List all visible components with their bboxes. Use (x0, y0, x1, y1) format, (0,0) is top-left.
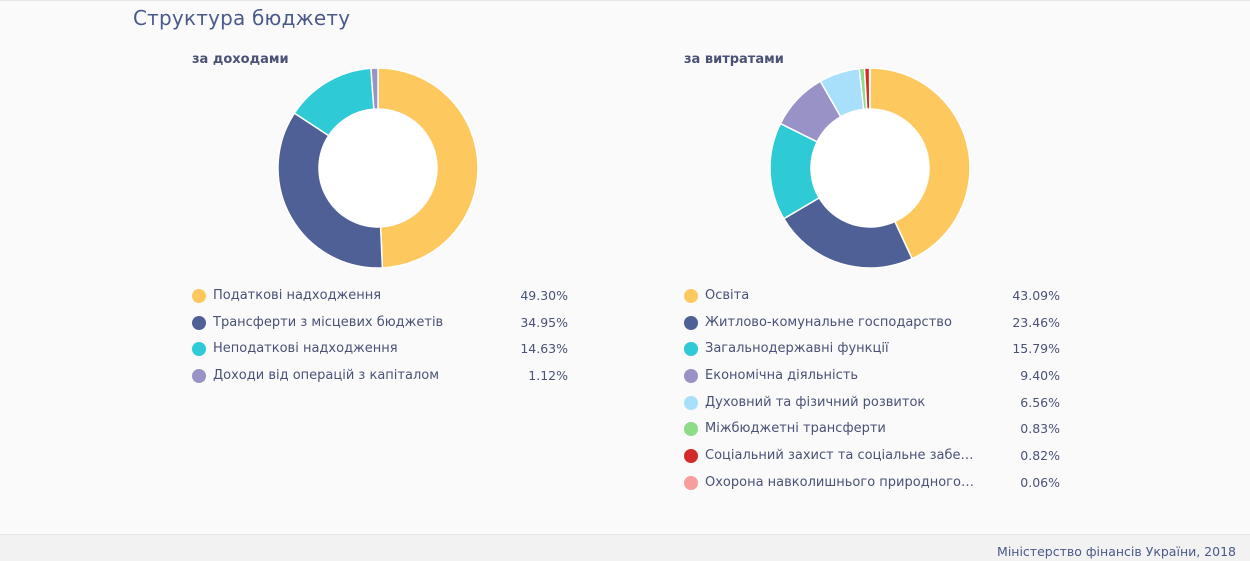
income-legend-color-marker (192, 342, 206, 357)
expense-legend-value: 0.83% (1020, 421, 1060, 437)
expense-legend-label: Духовний та фізичний розвиток (705, 394, 926, 410)
income-legend-label: Трансферти з місцевих бюджетів (213, 314, 444, 330)
expense-legend-color-marker (684, 395, 698, 410)
expense-legend-label: Соціальний захист та соціальне забезпе..… (705, 448, 975, 464)
expense-legend-label: Економічна діяльність (705, 368, 859, 384)
income-slice-2[interactable] (278, 112, 384, 268)
expense-legend-label: Міжбюджетні трансферти (705, 421, 886, 437)
expense-legend-color-marker (684, 289, 698, 303)
expense-legend-item[interactable]: Охорона навколишнього природного с... 0.0… (684, 475, 1060, 502)
expense-slice-1[interactable] (869, 68, 970, 260)
expense-legend: Освіта 43.09% Житлово-комунальне господарс… (684, 288, 1060, 502)
top-divider (0, 0, 1250, 1)
income-legend-label: Податкові надходження (213, 288, 382, 303)
income-legend-label: Неподаткові надходження (213, 341, 398, 357)
page-title: Структура бюджету (133, 6, 351, 30)
footer: Міністерство фінансів України, 2018 (0, 534, 1250, 561)
expense-legend-color-marker (684, 475, 698, 490)
income-chart-title: за доходами (192, 52, 289, 67)
expense-legend-label: Житлово-комунальне господарство (705, 314, 952, 330)
expense-donut-hole (811, 109, 929, 227)
income-legend-color-marker (192, 289, 206, 303)
income-slice-1[interactable] (377, 68, 478, 268)
expense-legend-item[interactable]: Соціальний захист та соціальне забезпе..… (684, 448, 1060, 475)
expense-legend-color-marker (684, 315, 698, 330)
expense-legend-color-marker (684, 449, 698, 464)
expense-legend-item[interactable]: Економічна діяльність 9.40% (684, 368, 1060, 395)
expense-legend-value: 0.06% (1020, 474, 1060, 490)
expense-legend-value: 23.46% (1012, 314, 1060, 330)
expense-legend-value: 9.40% (1020, 368, 1060, 384)
expense-legend-label: Освіта (705, 288, 750, 303)
expense-legend-value: 43.09% (1012, 288, 1060, 303)
expense-legend-value: 15.79% (1012, 341, 1060, 357)
expense-legend-item[interactable]: Житлово-комунальне господарство 23.46% (684, 315, 1060, 342)
income-donut-chart (278, 68, 478, 268)
expense-legend-item[interactable]: Духовний та фізичний розвиток 6.56% (684, 395, 1060, 422)
expense-legend-color-marker (684, 342, 698, 357)
income-legend-label: Доходи від операцій з капіталом (213, 368, 440, 384)
income-legend-value: 14.63% (520, 341, 568, 357)
expense-chart-title: за витратами (684, 52, 784, 67)
expense-legend-item[interactable]: Міжбюджетні трансферти 0.83% (684, 421, 1060, 448)
income-slice-4[interactable] (370, 68, 379, 110)
expense-legend-color-marker (684, 369, 698, 384)
income-legend-value: 34.95% (520, 314, 568, 330)
income-donut-hole (319, 109, 437, 227)
income-legend-item[interactable]: Трансферти з місцевих бюджетів 34.95% (192, 315, 568, 342)
expense-legend-label: Загальнодержавні функції (705, 341, 889, 357)
income-legend: Податкові надходження 49.30% Трансферти з … (192, 288, 568, 395)
income-legend-value: 1.12% (528, 368, 568, 384)
expense-legend-item[interactable]: Освіта 43.09% (684, 288, 1060, 315)
income-legend-value: 49.30% (520, 288, 568, 303)
expense-legend-value: 0.82% (1020, 448, 1060, 464)
expense-donut-chart (770, 68, 970, 268)
expense-legend-value: 6.56% (1020, 394, 1060, 410)
income-legend-item[interactable]: Податкові надходження 49.30% (192, 288, 568, 315)
income-legend-color-marker (192, 315, 206, 330)
income-legend-item[interactable]: Неподаткові надходження 14.63% (192, 341, 568, 368)
footer-copyright: Міністерство фінансів України, 2018 (997, 544, 1236, 559)
income-legend-item[interactable]: Доходи від операцій з капіталом 1.12% (192, 368, 568, 395)
expense-legend-color-marker (684, 422, 698, 437)
income-legend-color-marker (192, 369, 206, 384)
expense-legend-label: Охорона навколишнього природного с... (705, 474, 975, 490)
expense-legend-item[interactable]: Загальнодержавні функції 15.79% (684, 341, 1060, 368)
